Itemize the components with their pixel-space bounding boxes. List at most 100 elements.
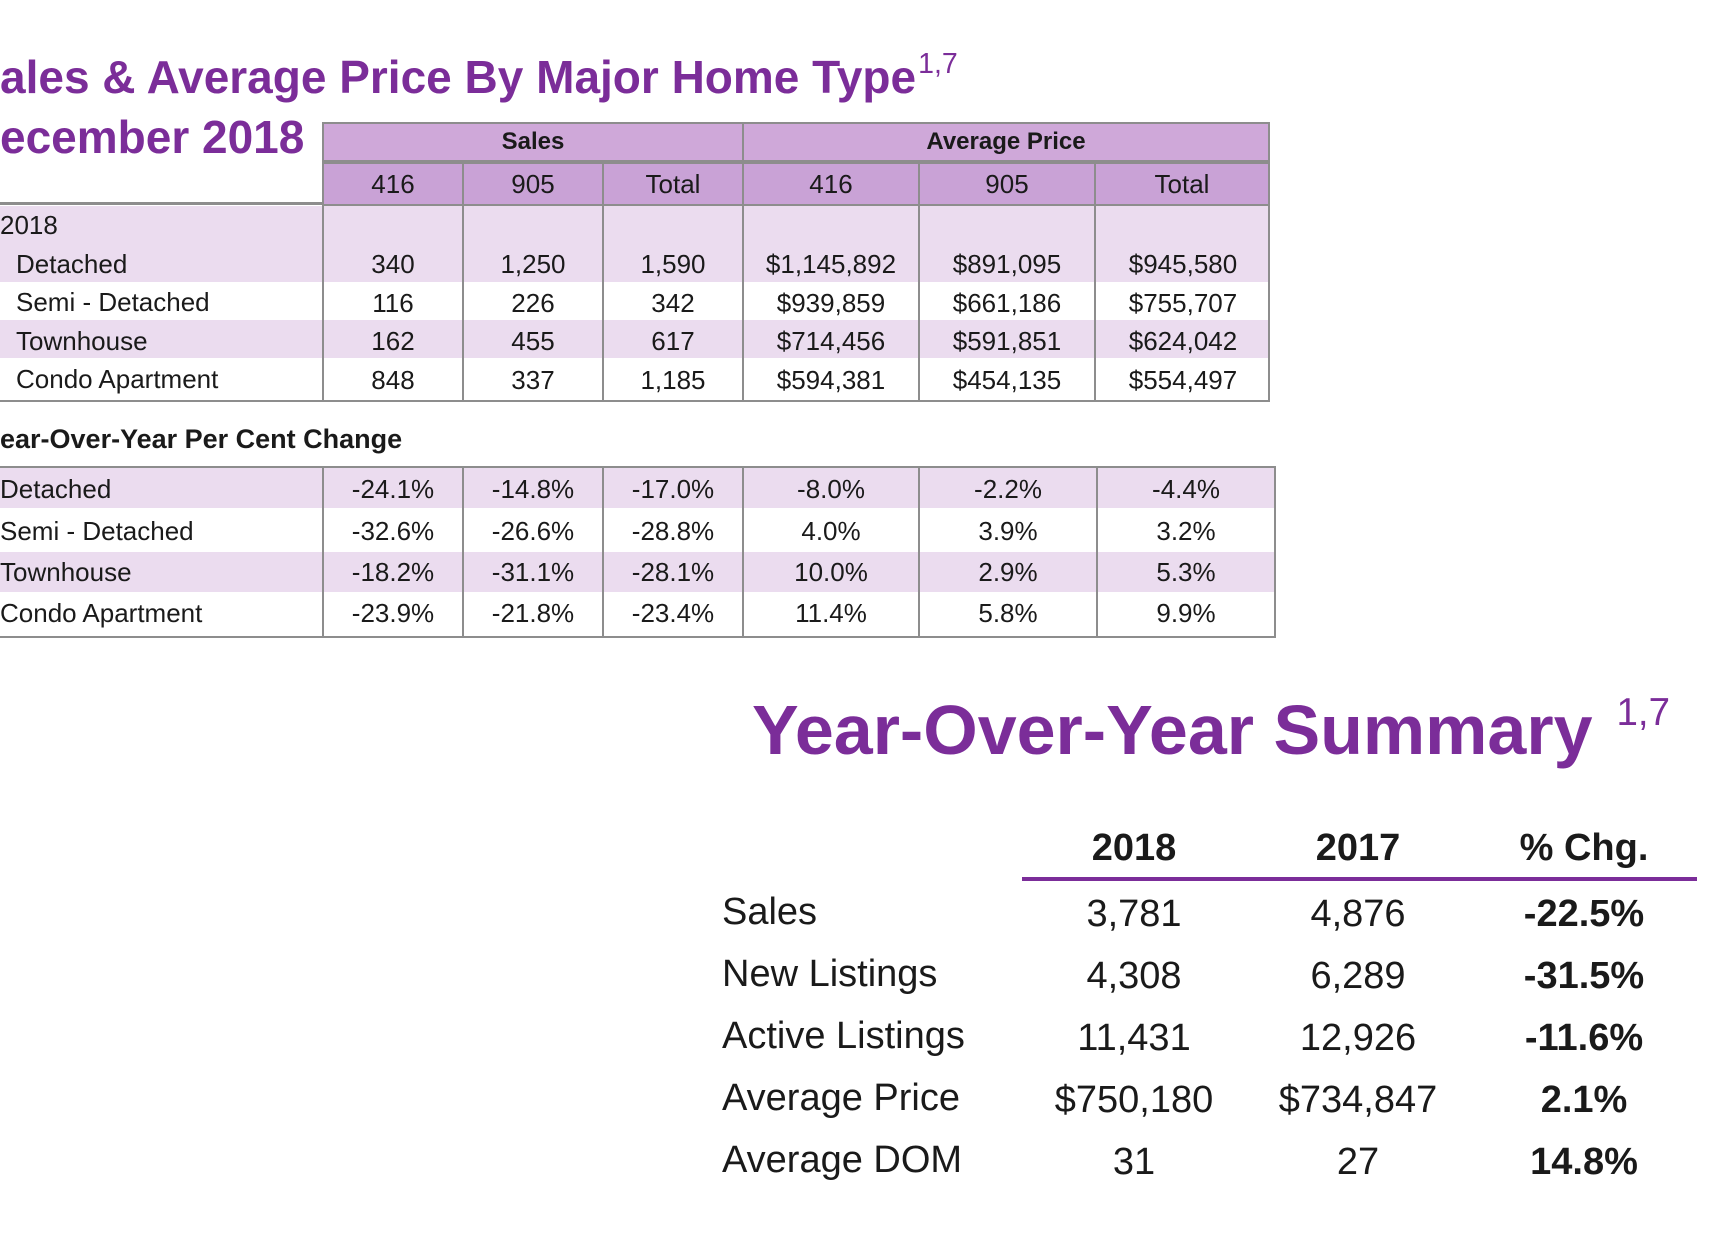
table-cell: $755,707 bbox=[1128, 288, 1238, 318]
row-label-frame bbox=[0, 202, 324, 402]
table-cell: 342 bbox=[651, 288, 695, 318]
summary-label-average-price: Average Price bbox=[722, 1077, 960, 1119]
table-cell: 340 bbox=[371, 249, 415, 279]
summary-title: Year-Over-Year Summary 1,7 bbox=[752, 691, 1671, 769]
year-label: 2018 bbox=[0, 210, 58, 240]
table-cell: $945,580 bbox=[1128, 249, 1238, 279]
summary-cell: $734,847 bbox=[1278, 1079, 1438, 1121]
table-cell: $661,186 bbox=[952, 288, 1062, 318]
table-cell: 617 bbox=[651, 326, 695, 356]
table-cell: $891,095 bbox=[952, 249, 1062, 279]
summary-cell: 6,289 bbox=[1310, 955, 1406, 997]
table-cell: -17.0% bbox=[631, 474, 715, 504]
page-title: ales & Average Price By Major Home Type1… bbox=[0, 48, 958, 103]
table-cell: 162 bbox=[371, 326, 415, 356]
table-cell: -8.0% bbox=[797, 474, 865, 504]
summary-header-pct-change: % Chg. bbox=[1519, 827, 1649, 869]
summary-cell: 4,876 bbox=[1310, 893, 1406, 935]
row-band bbox=[0, 552, 1274, 592]
summary-cell: 31 bbox=[1112, 1141, 1156, 1183]
table-cell: -23.9% bbox=[351, 598, 435, 628]
table-cell: 1,590 bbox=[640, 249, 706, 279]
col-header-sales-416: 416 bbox=[322, 162, 464, 206]
col-header-price-416: 416 bbox=[742, 162, 920, 206]
summary-change-cell: 2.1% bbox=[1540, 1079, 1628, 1121]
table-cell: 848 bbox=[371, 365, 415, 395]
table-cell: $554,497 bbox=[1128, 365, 1238, 395]
yoy-change-heading: ear-Over-Year Per Cent Change bbox=[0, 424, 403, 454]
row-band bbox=[0, 320, 1268, 358]
table-cell: $624,042 bbox=[1128, 326, 1238, 356]
table-cell: $1,145,892 bbox=[765, 249, 897, 279]
table-cell: 226 bbox=[511, 288, 555, 318]
row-label-semi-detached: Semi - Detached bbox=[16, 287, 210, 317]
summary-header-rule bbox=[1022, 877, 1697, 881]
summary-label-average-dom: Average DOM bbox=[722, 1139, 963, 1181]
summary-footnote: 1,7 bbox=[1616, 691, 1671, 735]
table-cell: 1,250 bbox=[500, 249, 566, 279]
table-cell: 3.2% bbox=[1156, 516, 1216, 546]
row-label-semi-detached: Semi - Detached bbox=[0, 516, 194, 546]
table-cell: -32.6% bbox=[351, 516, 435, 546]
row-label-condo-apartment: Condo Apartment bbox=[0, 598, 203, 628]
row-label-detached: Detached bbox=[0, 474, 112, 504]
summary-cell: 3,781 bbox=[1086, 893, 1182, 935]
table-frame bbox=[0, 466, 1276, 638]
table-cell: 4.0% bbox=[801, 516, 861, 546]
table-cell: -28.1% bbox=[631, 557, 715, 587]
row-label-detached: Detached bbox=[16, 249, 128, 279]
summary-change-cell: -22.5% bbox=[1523, 893, 1645, 935]
row-label-townhouse: Townhouse bbox=[0, 557, 132, 587]
summary-change-cell: -11.6% bbox=[1524, 1017, 1644, 1059]
table-cell: 9.9% bbox=[1156, 598, 1216, 628]
table-cell: -4.4% bbox=[1152, 474, 1220, 504]
sales-group-header: Sales bbox=[322, 122, 744, 162]
summary-cell: 4,308 bbox=[1086, 955, 1182, 997]
row-band bbox=[0, 206, 1268, 282]
table-cell: -23.4% bbox=[631, 598, 715, 628]
summary-cell: 27 bbox=[1336, 1141, 1380, 1183]
table-cell: -28.8% bbox=[631, 516, 715, 546]
table-cell: -21.8% bbox=[491, 598, 575, 628]
table-cell: 116 bbox=[372, 288, 414, 318]
row-label-condo-apartment: Condo Apartment bbox=[16, 364, 219, 394]
col-header-price-total: Total bbox=[1094, 162, 1270, 206]
table-cell: $939,859 bbox=[776, 288, 886, 318]
table-cell: $714,456 bbox=[776, 326, 886, 356]
summary-label-active-listings: Active Listings bbox=[722, 1015, 965, 1057]
col-header-sales-905: 905 bbox=[462, 162, 604, 206]
col-header-price-905: 905 bbox=[918, 162, 1096, 206]
table-cell: 5.3% bbox=[1156, 557, 1216, 587]
summary-change-cell: -31.5% bbox=[1523, 955, 1645, 997]
row-label-townhouse: Townhouse bbox=[16, 326, 148, 356]
average-price-group-header: Average Price bbox=[742, 122, 1270, 162]
page-subtitle: ecember 2018 bbox=[0, 111, 305, 163]
table-cell: -14.8% bbox=[491, 474, 575, 504]
summary-change-cell: 14.8% bbox=[1530, 1141, 1638, 1183]
col-header-sales-total: Total bbox=[602, 162, 744, 206]
title-footnote: 1,7 bbox=[918, 48, 958, 80]
table-cell: 11.4% bbox=[795, 598, 867, 628]
table-cell: $594,381 bbox=[776, 365, 886, 395]
summary-cell: 11,431 bbox=[1077, 1017, 1191, 1059]
table-cell: $454,135 bbox=[952, 365, 1062, 395]
table-cell: 10.0% bbox=[794, 557, 868, 587]
table-cell: 5.8% bbox=[978, 598, 1038, 628]
table-cell: -31.1% bbox=[491, 557, 575, 587]
table-cell: 2.9% bbox=[978, 557, 1038, 587]
table-cell: 455 bbox=[511, 326, 555, 356]
table-cell: -18.2% bbox=[351, 557, 435, 587]
table-cell: -26.6% bbox=[491, 516, 575, 546]
table-cell: -24.1% bbox=[351, 474, 435, 504]
table-cell: $591,851 bbox=[952, 326, 1062, 356]
table-cell: 1,185 bbox=[640, 365, 706, 395]
summary-header-2017: 2017 bbox=[1315, 827, 1401, 869]
table-cell: -2.2% bbox=[974, 474, 1042, 504]
summary-cell: $750,180 bbox=[1054, 1079, 1214, 1121]
summary-header-2018: 2018 bbox=[1091, 827, 1177, 869]
summary-cell: 12,926 bbox=[1299, 1017, 1417, 1059]
table-cell: 3.9% bbox=[978, 516, 1038, 546]
summary-label-sales: Sales bbox=[722, 891, 818, 933]
summary-label-new-listings: New Listings bbox=[722, 953, 938, 995]
row-band bbox=[0, 468, 1274, 508]
